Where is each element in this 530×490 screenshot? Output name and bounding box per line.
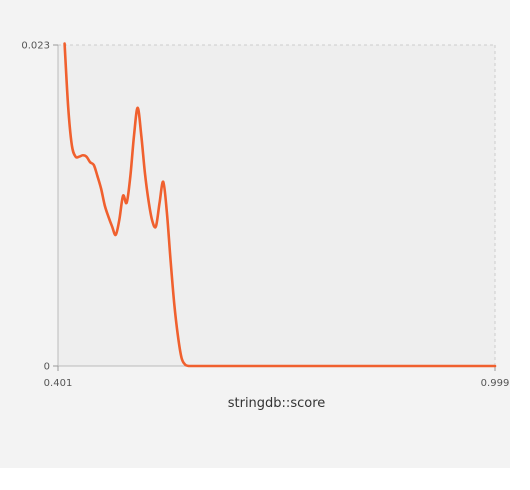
x-tick-label: 0.401	[44, 378, 73, 389]
x-axis-title: stringdb::score	[228, 396, 326, 411]
series-line	[63, 42, 497, 368]
y-tick-label: 0	[44, 362, 50, 373]
y-tick-label: 0.023	[21, 41, 50, 52]
x-tick-label: 0.999	[481, 378, 510, 389]
plot-area	[58, 45, 495, 366]
